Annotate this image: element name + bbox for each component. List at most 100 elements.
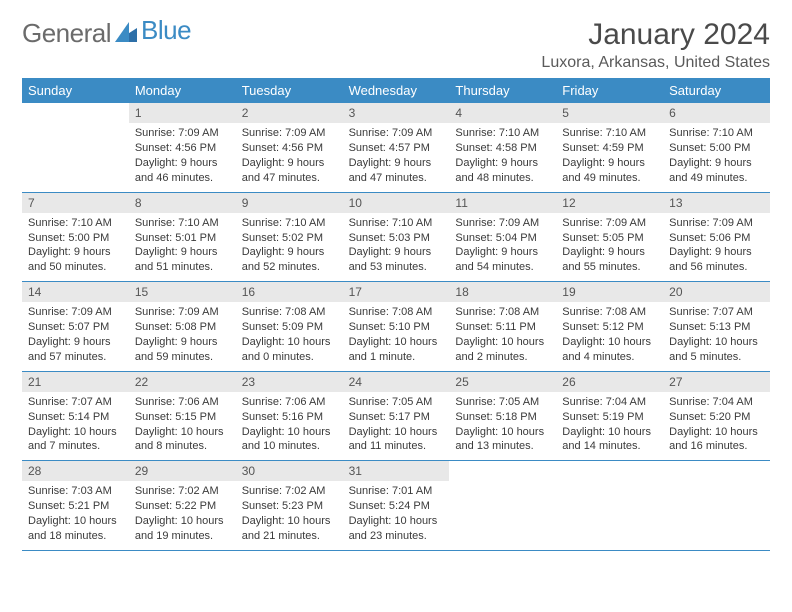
daylight-text: Daylight: 10 hours [135,425,230,440]
daylight-text: Daylight: 9 hours [349,156,444,171]
sunrise-text: Sunrise: 7:07 AM [28,395,123,410]
day-number: 14 [22,282,129,302]
daylight-text: Daylight: 10 hours [242,335,337,350]
sunset-text: Sunset: 5:03 PM [349,231,444,246]
daylight-text: and 53 minutes. [349,260,444,275]
day-cell: 11Sunrise: 7:09 AMSunset: 5:04 PMDayligh… [449,193,556,282]
day-cell: 26Sunrise: 7:04 AMSunset: 5:19 PMDayligh… [556,372,663,461]
day-cell: 10 Sunrise: 7:10 AMSunset: 5:03 PMDayligh… [343,193,450,282]
daylight-text: and 1 minute. [349,350,444,365]
daylight-text: Daylight: 10 hours [28,425,123,440]
daylight-text: and 5 minutes. [669,350,764,365]
day-number: 6 [663,103,770,123]
sunset-text: Sunset: 5:11 PM [455,320,550,335]
sunset-text: Sunset: 5:12 PM [562,320,657,335]
day-number: 4 [449,103,556,123]
sunset-text: Sunset: 4:56 PM [242,141,337,156]
daylight-text: Daylight: 9 hours [135,245,230,260]
day-header-cell: Friday [556,78,663,103]
sunset-text: Sunset: 5:05 PM [562,231,657,246]
calendar: SundayMondayTuesdayWednesdayThursdayFrid… [22,78,770,551]
day-header-cell: Sunday [22,78,129,103]
sunset-text: Sunset: 5:24 PM [349,499,444,514]
daylight-text: Daylight: 10 hours [349,514,444,529]
daylight-text: Daylight: 9 hours [455,156,550,171]
day-number: 17 [343,282,450,302]
daylight-text: and 56 minutes. [669,260,764,275]
sunrise-text: Sunrise: 7:08 AM [562,305,657,320]
sunset-text: Sunset: 5:18 PM [455,410,550,425]
daylight-text: Daylight: 9 hours [562,245,657,260]
day-number: 3 [343,103,450,123]
sunset-text: Sunset: 5:09 PM [242,320,337,335]
day-number: 9 [236,193,343,213]
daylight-text: and 57 minutes. [28,350,123,365]
day-header-cell: Wednesday [343,78,450,103]
page-header: General Blue January 2024 Luxora, Arkans… [22,18,770,72]
day-number: 13 [663,193,770,213]
daylight-text: and 50 minutes. [28,260,123,275]
sunrise-text: Sunrise: 7:07 AM [669,305,764,320]
sunset-text: Sunset: 5:10 PM [349,320,444,335]
daylight-text: and 21 minutes. [242,529,337,544]
sunrise-text: Sunrise: 7:09 AM [242,126,337,141]
day-number: 22 [129,372,236,392]
daylight-text: and 13 minutes. [455,439,550,454]
day-number: 1 [129,103,236,123]
day-cell: 22Sunrise: 7:06 AMSunset: 5:15 PMDayligh… [129,372,236,461]
empty-cell [22,103,129,192]
daylight-text: Daylight: 10 hours [669,425,764,440]
day-number: 27 [663,372,770,392]
sunrise-text: Sunrise: 7:10 AM [349,216,444,231]
sunrise-text: Sunrise: 7:10 AM [669,126,764,141]
daylight-text: and 49 minutes. [562,171,657,186]
empty-cell [556,461,663,550]
day-number: 2 [236,103,343,123]
sunset-text: Sunset: 5:15 PM [135,410,230,425]
sunrise-text: Sunrise: 7:10 AM [135,216,230,231]
daylight-text: and 47 minutes. [349,171,444,186]
daylight-text: Daylight: 9 hours [455,245,550,260]
day-cell: 5Sunrise: 7:10 AMSunset: 4:59 PMDaylight… [556,103,663,192]
week-row: 7Sunrise: 7:10 AMSunset: 5:00 PMDaylight… [22,193,770,283]
daylight-text: Daylight: 10 hours [455,425,550,440]
sunset-text: Sunset: 5:00 PM [669,141,764,156]
daylight-text: Daylight: 10 hours [135,514,230,529]
day-cell: 2Sunrise: 7:09 AMSunset: 4:56 PMDaylight… [236,103,343,192]
day-cell: 12Sunrise: 7:09 AMSunset: 5:05 PMDayligh… [556,193,663,282]
day-cell: 17Sunrise: 7:08 AMSunset: 5:10 PMDayligh… [343,282,450,371]
sunrise-text: Sunrise: 7:04 AM [669,395,764,410]
day-number: 18 [449,282,556,302]
sunrise-text: Sunrise: 7:10 AM [28,216,123,231]
month-title: January 2024 [541,18,770,52]
sunset-text: Sunset: 5:02 PM [242,231,337,246]
sunset-text: Sunset: 5:13 PM [669,320,764,335]
logo-text-1: General [22,18,111,49]
day-number: 8 [129,193,236,213]
daylight-text: and 55 minutes. [562,260,657,275]
day-number: 26 [556,372,663,392]
sunrise-text: Sunrise: 7:10 AM [455,126,550,141]
sunset-text: Sunset: 5:00 PM [28,231,123,246]
logo-text-2: Blue [141,15,191,46]
day-number: 10 [343,193,450,213]
sunrise-text: Sunrise: 7:05 AM [349,395,444,410]
day-number: 15 [129,282,236,302]
sunrise-text: Sunrise: 7:05 AM [455,395,550,410]
sunset-text: Sunset: 5:16 PM [242,410,337,425]
day-header-row: SundayMondayTuesdayWednesdayThursdayFrid… [22,78,770,103]
daylight-text: Daylight: 9 hours [349,245,444,260]
day-cell: 31Sunrise: 7:01 AMSunset: 5:24 PMDayligh… [343,461,450,550]
sunrise-text: Sunrise: 7:02 AM [242,484,337,499]
day-cell: 27Sunrise: 7:04 AMSunset: 5:20 PMDayligh… [663,372,770,461]
sunset-text: Sunset: 5:01 PM [135,231,230,246]
daylight-text: and 48 minutes. [455,171,550,186]
daylight-text: Daylight: 10 hours [242,514,337,529]
sunset-text: Sunset: 5:06 PM [669,231,764,246]
day-cell: 25Sunrise: 7:05 AMSunset: 5:18 PMDayligh… [449,372,556,461]
empty-cell [663,461,770,550]
day-number: 21 [22,372,129,392]
daylight-text: Daylight: 10 hours [349,335,444,350]
sunset-text: Sunset: 5:14 PM [28,410,123,425]
logo: General Blue [22,18,191,49]
